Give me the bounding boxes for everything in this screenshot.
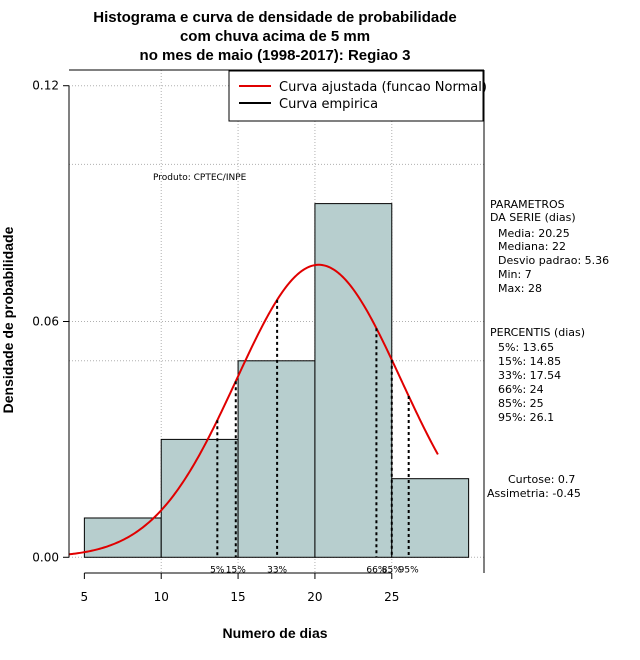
percentis-block: PERCENTIS (dias) 5%: 13.65 15%: 14.85 33… [490, 326, 585, 424]
title-line-3: no mes de maio (1998-2017): Regiao 3 [140, 47, 411, 64]
percentile-label-3: 66% [366, 565, 386, 575]
histogram-bar-0 [83, 517, 162, 558]
percentile-label-0: 5% [210, 565, 225, 575]
percentile-label-1: 15% [226, 565, 246, 575]
param-max: Max: 28 [498, 282, 542, 295]
percentile-label-4: 85% [382, 565, 402, 575]
histogram-bar-4 [391, 478, 470, 558]
y-tick-label-0: 0.00 [32, 550, 59, 564]
x-tick-label-0: 5 [81, 590, 89, 604]
series-parameters: PARAMETROS DA SERIE (dias) Media: 20.25 … [490, 198, 609, 295]
percentil-15: 15%: 14.85 [498, 355, 561, 368]
params-heading-2: DA SERIE (dias) [490, 211, 576, 224]
percentile-label-2: 33% [267, 565, 287, 575]
shape-stats: Curtose: 0.7 Assimetria: -0.45 [487, 473, 581, 500]
title-line-2: com chuva acima de 5 mm [180, 28, 370, 45]
histogram-bar-3 [314, 203, 393, 558]
percentil-66: 66%: 24 [498, 383, 544, 396]
param-median: Mediana: 22 [498, 240, 566, 253]
legend-box [228, 70, 484, 122]
title-line-1: Histograma e curva de densidade de proba… [93, 9, 456, 26]
skewness: Assimetria: -0.45 [487, 487, 581, 500]
normal-curve-line [68, 263, 439, 556]
percentil-33: 33%: 17.54 [498, 369, 561, 382]
x-tick-label-3: 20 [307, 590, 322, 604]
y-axis-label: Densidade de probabilidade [0, 226, 16, 413]
chart-title: Histograma e curva de densidade de proba… [93, 9, 456, 64]
param-min: Min: 7 [498, 268, 532, 281]
x-tick-label-4: 25 [384, 590, 399, 604]
percentil-5: 5%: 13.65 [498, 341, 554, 354]
x-tick-label-1: 10 [154, 590, 169, 604]
legend-entry-empirical: Curva empirica [279, 97, 378, 112]
y-tick-label-2: 0.12 [32, 79, 59, 93]
percentile-label-5: 95% [399, 565, 419, 575]
histogram-bar-1 [160, 438, 239, 558]
plot-area: 5% 15% 33% 66%85%95% 5 10 15 20 25 0.00 0.06 0.12 [32, 69, 485, 604]
kurtosis: Curtose: 0.7 [508, 473, 575, 486]
percentil-85: 85%: 25 [498, 397, 544, 410]
x-axis-label: Numero de dias [222, 625, 327, 641]
params-heading-1: PARAMETROS [490, 198, 565, 211]
y-tick-label-1: 0.06 [32, 315, 59, 329]
param-sd: Desvio padrao: 5.36 [498, 254, 609, 267]
product-label: Produto: CPTEC/INPE [153, 173, 247, 183]
legend: Curva ajustada (funcao Normal) Curva emp… [228, 70, 487, 122]
percentis-heading: PERCENTIS (dias) [490, 326, 585, 339]
percentil-95: 95%: 26.1 [498, 411, 554, 424]
legend-entry-normal: Curva ajustada (funcao Normal) [279, 80, 487, 95]
x-tick-label-2: 15 [230, 590, 245, 604]
param-mean: Media: 20.25 [498, 227, 570, 240]
